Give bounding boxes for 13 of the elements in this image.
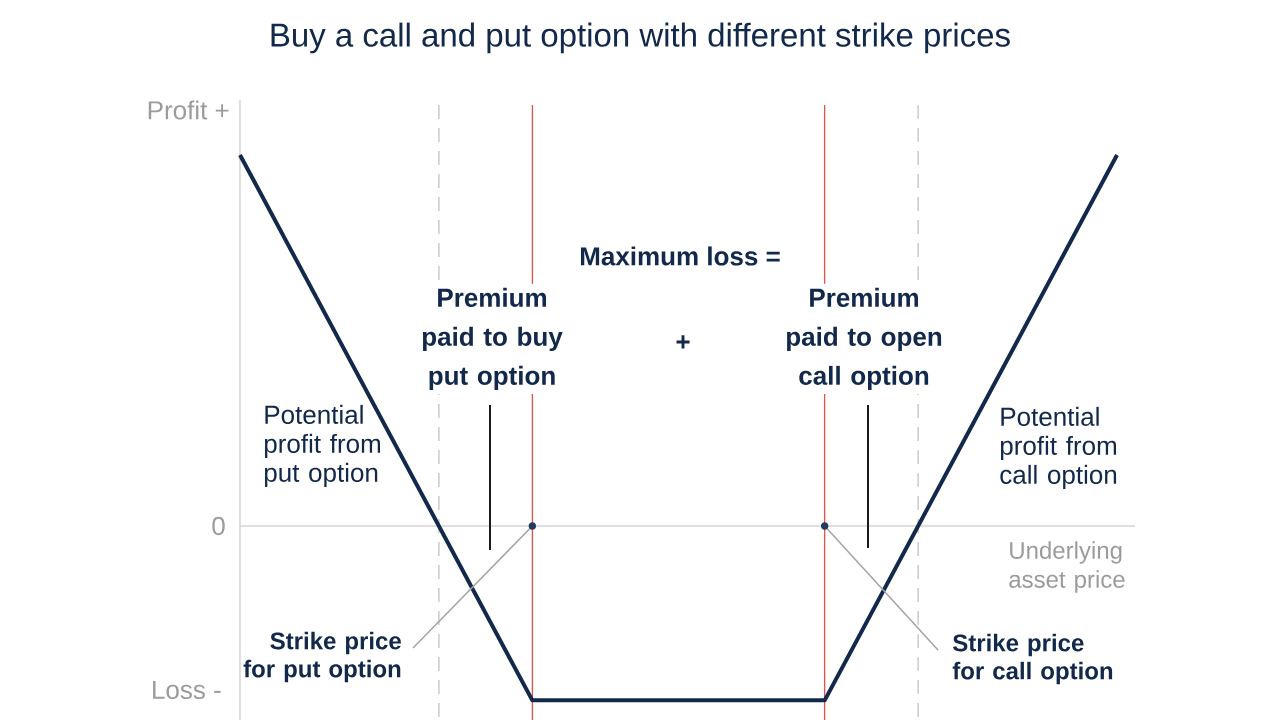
annotation: Strike price for put option (243, 631, 401, 683)
text: Profit + (148, 100, 229, 120)
text: Loss - (153, 680, 221, 700)
annotation: Premium paid to open call option (787, 287, 942, 391)
annotation: Potential profit from put option (264, 404, 380, 488)
annotation: Maximum loss = (580, 246, 780, 266)
annotation: + (676, 335, 690, 349)
chart-title: Buy a call and put option with different strike prices (271, 22, 1010, 54)
text: 0 (212, 516, 225, 536)
annotation: Strike price for call option (952, 633, 1113, 685)
annotation: Premium paid to buy put option (422, 287, 563, 391)
annotation: Potential profit from call option (1000, 406, 1117, 490)
annotation: Underlying asset price (1009, 541, 1125, 593)
